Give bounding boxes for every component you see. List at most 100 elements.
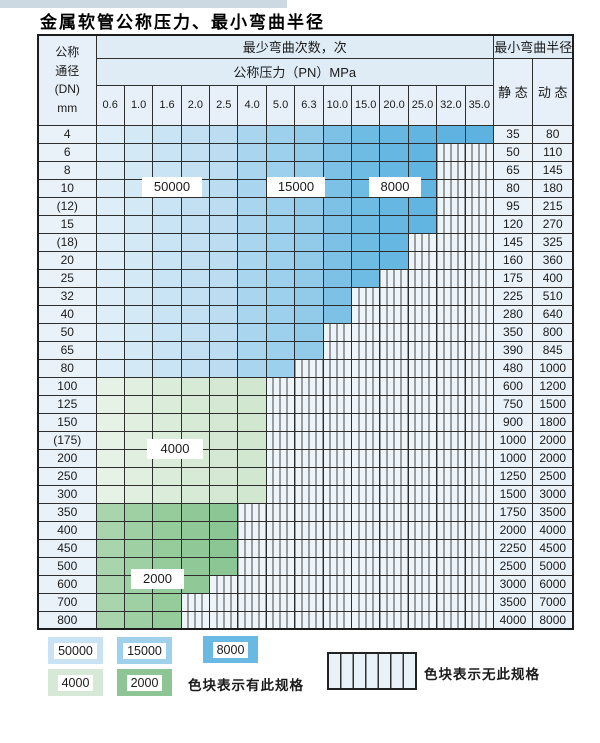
no-spec-cell xyxy=(436,340,466,360)
spec-cell xyxy=(237,340,267,360)
no-spec-cell xyxy=(351,538,381,558)
no-spec-cell xyxy=(322,502,353,522)
no-spec-cell xyxy=(407,430,438,450)
no-spec-cell xyxy=(436,592,466,612)
spec-cell xyxy=(95,340,125,360)
pressure-value-cell: 10.0 xyxy=(322,84,353,126)
top-decoration-bar xyxy=(0,0,287,8)
static-value-cell: 350 xyxy=(492,322,533,342)
dynamic-value-cell: 110 xyxy=(531,142,574,162)
dn-cell: (175) xyxy=(37,430,97,450)
spec-cell xyxy=(180,250,211,270)
spec-cell xyxy=(95,466,125,486)
dn-cell: 6 xyxy=(37,142,97,162)
dynamic-value-cell: 215 xyxy=(531,196,574,216)
spec-cell xyxy=(180,484,211,504)
spec-cell xyxy=(237,124,267,144)
dynamic-value-cell: 3500 xyxy=(531,502,574,522)
dynamic-value-cell: 800 xyxy=(531,322,574,342)
spec-cell xyxy=(123,304,154,324)
no-spec-cell xyxy=(351,574,381,594)
spec-cell xyxy=(237,358,267,378)
static-value-cell: 900 xyxy=(492,412,533,432)
spec-cell xyxy=(209,232,239,252)
spec-cell xyxy=(209,268,239,288)
spec-cell xyxy=(180,376,211,396)
spec-cell xyxy=(209,250,239,270)
no-spec-cell xyxy=(379,322,409,342)
pressure-value-cell: 1.6 xyxy=(152,84,182,126)
no-spec-cell xyxy=(294,412,324,432)
spec-cell xyxy=(152,340,182,360)
spec-cell xyxy=(95,502,125,522)
no-spec-cell xyxy=(407,520,438,540)
spec-cell xyxy=(351,268,381,288)
page-title: 金属软管公称压力、最小弯曲半径 xyxy=(40,13,325,33)
dynamic-value-cell: 2000 xyxy=(531,430,574,450)
spec-cell xyxy=(436,124,466,144)
no-spec-cell xyxy=(464,142,494,162)
legend-swatch-8000: 8000 xyxy=(203,636,258,663)
spec-cell xyxy=(180,340,211,360)
spec-cell xyxy=(95,232,125,252)
spec-cell xyxy=(265,304,296,324)
dynamic-value-cell: 640 xyxy=(531,304,574,324)
no-spec-cell xyxy=(379,592,409,612)
no-spec-cell xyxy=(436,610,466,630)
pressure-value-cell: 2.5 xyxy=(209,84,239,126)
no-spec-cell xyxy=(464,502,494,522)
dn-cell: 25 xyxy=(37,268,97,288)
no-spec-cell xyxy=(379,304,409,324)
legend-swatch-label: 15000 xyxy=(123,642,166,659)
spec-cell xyxy=(265,214,296,234)
spec-cell xyxy=(322,196,353,216)
no-spec-cell xyxy=(464,412,494,432)
spec-cell xyxy=(265,286,296,306)
table-row: 350 1750 3500 xyxy=(37,502,574,522)
spec-cell xyxy=(351,214,381,234)
spec-cell xyxy=(209,142,239,162)
spec-cell xyxy=(95,592,125,612)
no-spec-cell xyxy=(407,502,438,522)
table-row: 15 120 270 xyxy=(37,214,574,234)
static-value-cell: 1750 xyxy=(492,502,533,522)
spec-cell xyxy=(95,196,125,216)
spec-cell xyxy=(294,268,324,288)
spec-cell xyxy=(237,448,267,468)
dn-cell: 50 xyxy=(37,322,97,342)
no-spec-cell xyxy=(322,358,353,378)
no-spec-cell xyxy=(379,502,409,522)
dn-cell: 150 xyxy=(37,412,97,432)
pressure-value-cell: 0.6 xyxy=(95,84,125,126)
table-row: (12) 95 215 xyxy=(37,196,574,216)
no-spec-cell xyxy=(237,556,267,576)
no-spec-cell xyxy=(407,250,438,270)
no-spec-cell xyxy=(237,574,267,594)
spec-cell xyxy=(294,124,324,144)
pressure-value-cell: 6.3 xyxy=(294,84,324,126)
static-value-cell: 120 xyxy=(492,214,533,234)
spec-cell xyxy=(180,232,211,252)
no-spec-cell xyxy=(351,286,381,306)
legend-swatch-label: 50000 xyxy=(54,642,97,659)
spec-cell xyxy=(407,214,438,234)
spec-cell xyxy=(95,286,125,306)
spec-cell xyxy=(265,142,296,162)
spec-cell xyxy=(294,214,324,234)
spec-cell xyxy=(265,358,296,378)
spec-cell xyxy=(95,268,125,288)
table-row: 8 65 145 xyxy=(37,160,574,180)
spec-cell xyxy=(180,412,211,432)
spec-cell xyxy=(123,142,154,162)
spec-cell xyxy=(265,232,296,252)
no-spec-cell xyxy=(265,412,296,432)
no-spec-cell xyxy=(464,520,494,540)
dynamic-header: 动 态 xyxy=(531,57,574,126)
static-value-cell: 4000 xyxy=(492,610,533,630)
spec-cell xyxy=(209,412,239,432)
spec-cell xyxy=(123,340,154,360)
no-spec-cell xyxy=(379,538,409,558)
no-spec-cell xyxy=(265,520,296,540)
pressure-value-cell: 1.0 xyxy=(123,84,154,126)
spec-cell xyxy=(152,502,182,522)
